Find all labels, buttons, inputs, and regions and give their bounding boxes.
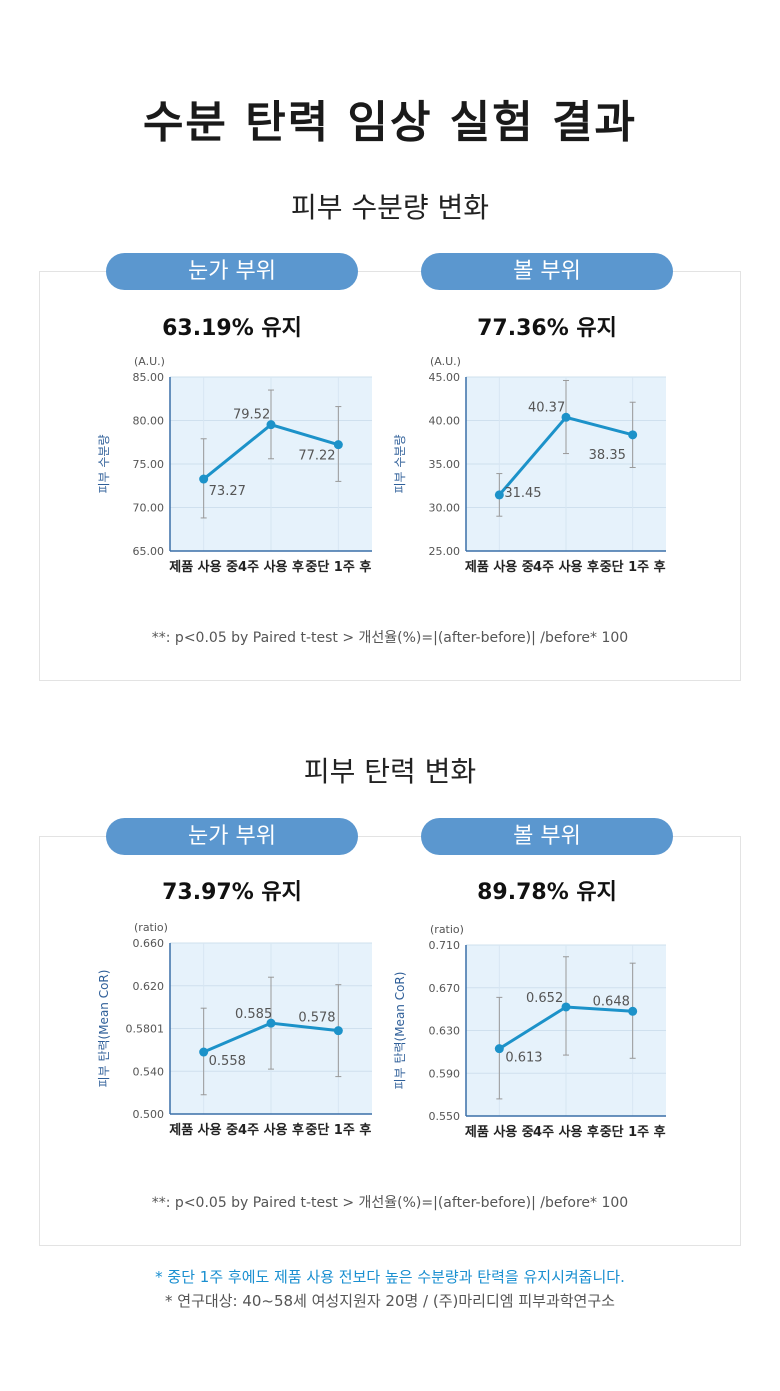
- y-tick-label: 35.00: [429, 458, 461, 471]
- pill-eye-area: 눈가 부위: [106, 253, 358, 290]
- x-tick-label: 제품 사용 중: [169, 1122, 238, 1138]
- data-label: 0.558: [209, 1054, 246, 1069]
- chart-eye-elasticity: 0.500 0.540 0.5801 0.620 0.660 (ratio) 피부 탄력(M…: [97, 921, 372, 1138]
- data-label: 77.22: [298, 449, 335, 464]
- y-tick-label: 75.00: [133, 458, 165, 471]
- x-tick-label: 중단 1주 후: [600, 559, 666, 575]
- x-tick-label: 제품 사용 중: [465, 1124, 534, 1140]
- y-tick-label: 0.5801: [126, 1023, 165, 1036]
- y-tick-label: 70.00: [133, 502, 165, 515]
- pill-cheek-area: 볼 부위: [421, 253, 673, 290]
- data-point: [628, 430, 638, 440]
- pill-cheek-area-2: 볼 부위: [421, 818, 673, 855]
- chart-cheek-elasticity: 0.550 0.590 0.630 0.670 0.710 (ratio) 피부 탄력(Me…: [393, 923, 666, 1140]
- y-tick-label: 45.00: [429, 371, 461, 384]
- y-tick-label: 0.710: [429, 939, 461, 952]
- footer-highlight: * 중단 1주 후에도 제품 사용 전보다 높은 수분량과 탄력을 유지시켜줍니…: [155, 1268, 625, 1286]
- data-label: 0.648: [593, 994, 630, 1009]
- y-axis-title: 피부 수분량: [97, 434, 111, 493]
- hydration-panel-box: [39, 271, 741, 681]
- page-title: 수분 탄력 임상 실험 결과: [142, 97, 638, 148]
- x-tick-label: 4주 사용 후: [238, 559, 304, 575]
- x-tick-label: 4주 사용 후: [533, 559, 599, 575]
- x-tick-label: 제품 사용 중: [169, 559, 238, 575]
- stat-note-hydration: **: p<0.05 by Paired t-test > 개선율(%)=|(a…: [151, 630, 629, 646]
- data-label: 0.613: [505, 1051, 542, 1066]
- y-axis-title: 피부 수분량: [393, 434, 407, 493]
- y-tick-label: 0.660: [133, 937, 165, 950]
- unit-label: (A.U.): [430, 355, 461, 368]
- section-title-elasticity: 피부 탄력 변화: [303, 755, 477, 788]
- chart-cheek-hydration: 25.00 30.00 35.00 40.00 45.00 (A.U.) 피부 수분량제품 …: [393, 355, 666, 575]
- data-point: [333, 440, 343, 450]
- x-tick-label: 4주 사용 후: [533, 1124, 599, 1140]
- footer-source: * 연구대상: 40~58세 여성지원자 20명 / (주)마리디엠 피부과학연…: [165, 1292, 615, 1310]
- elasticity-panel-box: [39, 836, 741, 1246]
- percent-eye-elasticity: 73.97% 유지: [162, 880, 302, 905]
- data-point: [199, 474, 209, 484]
- x-tick-label: 4주 사용 후: [238, 1122, 304, 1138]
- data-point: [266, 420, 276, 430]
- y-axis-title: 피부 탄력(Mean CoR): [393, 972, 407, 1090]
- y-tick-label: 40.00: [429, 415, 461, 428]
- section-title-hydration: 피부 수분량 변화: [290, 191, 490, 224]
- percent-cheek-hydration: 77.36% 유지: [477, 316, 617, 341]
- data-point: [494, 490, 504, 500]
- y-tick-label: 0.620: [133, 980, 165, 993]
- data-point: [266, 1018, 276, 1028]
- percent-eye-hydration: 63.19% 유지: [162, 316, 302, 341]
- percent-cheek-elasticity: 89.78% 유지: [477, 880, 617, 905]
- data-label: 38.35: [589, 448, 626, 463]
- data-point: [628, 1006, 638, 1016]
- data-point: [561, 1002, 571, 1012]
- y-tick-label: 0.590: [429, 1067, 461, 1080]
- y-axis-title: 피부 탄력(Mean CoR): [97, 970, 111, 1088]
- unit-label: (ratio): [134, 921, 168, 934]
- data-label: 40.37: [528, 400, 565, 415]
- unit-label: (A.U.): [134, 355, 165, 368]
- y-tick-label: 0.550: [429, 1110, 461, 1123]
- y-tick-label: 0.630: [429, 1025, 461, 1038]
- data-label: 79.52: [233, 408, 270, 423]
- y-tick-label: 85.00: [133, 371, 165, 384]
- y-tick-label: 25.00: [429, 545, 461, 558]
- data-point: [561, 412, 571, 422]
- data-point: [333, 1026, 343, 1036]
- data-label: 0.585: [235, 1007, 272, 1022]
- data-label: 73.27: [209, 484, 246, 499]
- y-tick-label: 80.00: [133, 415, 165, 428]
- x-tick-label: 중단 1주 후: [600, 1124, 666, 1140]
- chart-eye-hydration: 65.00 70.00 75.00 80.00 85.00 (A.U.) 피부 수분량제품 …: [97, 355, 372, 575]
- pill-eye-area-2: 눈가 부위: [106, 818, 358, 855]
- stat-note-elasticity: **: p<0.05 by Paired t-test > 개선율(%)=|(a…: [151, 1195, 629, 1211]
- x-tick-label: 중단 1주 후: [305, 559, 371, 575]
- data-label: 0.652: [526, 991, 563, 1006]
- y-tick-label: 65.00: [133, 545, 165, 558]
- y-tick-label: 0.500: [133, 1108, 165, 1121]
- data-label: 0.578: [298, 1011, 335, 1026]
- y-tick-label: 30.00: [429, 502, 461, 515]
- y-tick-label: 0.670: [429, 982, 461, 995]
- unit-label: (ratio): [430, 923, 464, 936]
- y-tick-label: 0.540: [133, 1065, 165, 1078]
- x-tick-label: 중단 1주 후: [305, 1122, 371, 1138]
- data-label: 31.45: [504, 486, 541, 501]
- data-point: [199, 1047, 209, 1057]
- x-tick-label: 제품 사용 중: [465, 559, 534, 575]
- data-point: [494, 1044, 504, 1054]
